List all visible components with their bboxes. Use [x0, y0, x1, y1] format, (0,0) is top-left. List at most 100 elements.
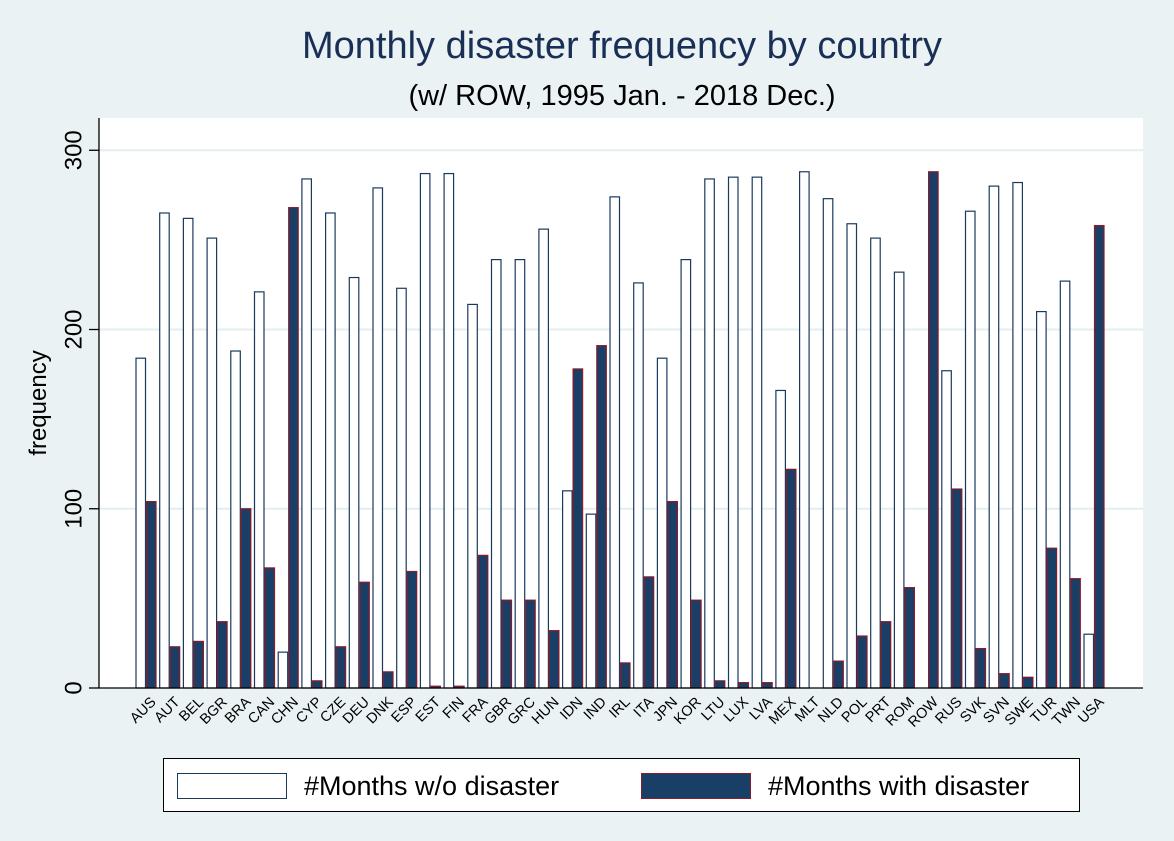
chart-subtitle: (w/ ROW, 1995 Jan. - 2018 Dec.): [408, 80, 836, 112]
bar-without-disaster-chn: [277, 651, 289, 689]
chart-title: Monthly disaster frequency by country: [302, 25, 942, 67]
legend-swatch-without-disaster: [177, 773, 287, 799]
bar-without-disaster-fin: [443, 172, 455, 689]
bar-with-disaster-dnk: [382, 671, 394, 689]
x-tick-label-usa: USA: [1075, 694, 1108, 727]
bar-with-disaster-lux: [738, 682, 750, 689]
bar-without-disaster-bgr: [206, 237, 218, 689]
bar-without-disaster-swe: [1012, 181, 1024, 689]
legend-swatch-with-disaster: [641, 773, 751, 799]
bar-with-disaster-aut: [169, 646, 181, 689]
x-tick-label-ltu: LTU: [698, 694, 728, 724]
bar-with-disaster-svk: [975, 647, 987, 689]
bar-with-disaster-bra: [240, 508, 252, 689]
bar-with-disaster-chn: [288, 207, 299, 689]
bar-without-disaster-lva: [751, 176, 763, 689]
bar-without-disaster-idn: [561, 490, 573, 689]
x-tick-label-ind: IND: [581, 694, 610, 723]
legend: #Months w/o disaster #Months with disast…: [163, 758, 1080, 812]
bar-without-disaster-deu: [348, 276, 360, 689]
bar-with-disaster-jpn: [667, 500, 679, 689]
bar-with-disaster-usa: [1093, 224, 1105, 689]
y-ticks: 0 100 200 300: [60, 130, 99, 695]
bar-with-disaster-svn: [999, 673, 1010, 689]
x-tick-label-est: EST: [413, 694, 444, 725]
bar-without-disaster-can: [253, 291, 265, 689]
bar-without-disaster-tur: [1035, 310, 1047, 689]
bar-with-disaster-rom: [904, 587, 916, 689]
y-tick-label-300: 300: [60, 130, 87, 170]
bar-without-disaster-rom: [893, 271, 905, 689]
bar-with-disaster-bgr: [217, 621, 228, 689]
bar-without-disaster-est: [419, 172, 431, 689]
bar-with-disaster-ltu: [714, 680, 726, 689]
bar-with-disaster-cyp: [311, 680, 323, 689]
legend-label-without-disaster: #Months w/o disaster: [304, 770, 560, 801]
bar-without-disaster-mex: [775, 389, 787, 689]
bar-with-disaster-idn: [572, 368, 584, 689]
bar-with-disaster-lva: [762, 682, 773, 689]
bar-with-disaster-bel: [193, 640, 204, 689]
bar-with-disaster-hun: [548, 630, 560, 689]
bar-without-disaster-fra: [467, 303, 478, 689]
x-tick-label-irl: IRL: [606, 694, 633, 721]
bar-with-disaster-row: [927, 171, 939, 689]
bar-with-disaster-deu: [359, 581, 370, 689]
bar-with-disaster-esp: [406, 570, 418, 689]
bar-without-disaster-svk: [964, 210, 976, 689]
bar-without-disaster-nld: [822, 198, 834, 689]
bar-with-disaster-gbr: [501, 599, 513, 689]
bar-without-disaster-kor: [680, 259, 692, 689]
bar-with-disaster-kor: [690, 599, 702, 689]
bar-without-disaster-rus: [941, 370, 952, 689]
bar-with-disaster-prt: [880, 621, 892, 689]
x-ticks: AUSAUTBELBGRBRACANCHNCYPCZEDEUDNKESPESTF…: [127, 694, 1108, 731]
bar-without-disaster-pol: [846, 223, 858, 689]
bar-with-disaster-fra: [477, 554, 489, 689]
bar-without-disaster-cze: [325, 212, 336, 689]
bar-without-disaster-gbr: [490, 259, 502, 689]
bar-without-disaster-grc: [514, 259, 526, 689]
bar-without-disaster-lux: [727, 176, 739, 689]
bar-without-disaster-bel: [182, 217, 194, 689]
bar-without-disaster-irl: [609, 196, 621, 689]
bar-with-disaster-tur: [1046, 547, 1058, 689]
bar-without-disaster-ltu: [704, 178, 715, 689]
bar-with-disaster-grc: [525, 599, 536, 689]
x-tick-label-idn: IDN: [557, 694, 586, 723]
bar-with-disaster-nld: [833, 660, 844, 689]
bar-without-disaster-hun: [538, 228, 550, 689]
bar-with-disaster-can: [264, 567, 276, 689]
bar-with-disaster-aus: [145, 500, 157, 689]
bar-without-disaster-twn: [1059, 280, 1071, 689]
y-tick-label-0: 0: [60, 681, 87, 694]
bar-without-disaster-dnk: [372, 187, 384, 689]
legend-label-with-disaster: #Months with disaster: [768, 770, 1030, 801]
bar-without-disaster-ind: [585, 513, 597, 689]
bar-with-disaster-ita: [643, 576, 655, 689]
bar-with-disaster-pol: [856, 635, 868, 689]
bars-group: [135, 171, 1105, 689]
bar-with-disaster-ind: [596, 345, 607, 689]
bar-without-disaster-jpn: [656, 357, 668, 689]
y-tick-label-100: 100: [60, 489, 87, 529]
bar-with-disaster-cze: [335, 646, 347, 689]
bar-without-disaster-mlt: [798, 171, 810, 689]
y-axis-label: frequency: [25, 350, 52, 455]
x-tick-label-mlt: MLT: [792, 694, 823, 725]
bar-without-disaster-svn: [988, 185, 1000, 689]
bar-with-disaster-twn: [1070, 578, 1081, 689]
bar-without-disaster-usa: [1083, 633, 1095, 689]
bar-without-disaster-aut: [159, 212, 170, 689]
bar-without-disaster-ita: [633, 282, 644, 689]
bar-without-disaster-prt: [870, 237, 881, 689]
bar-without-disaster-aus: [135, 357, 147, 689]
legend-item-without-disaster: #Months w/o disaster: [177, 770, 560, 801]
legend-item-with-disaster: #Months with disaster: [641, 770, 1030, 801]
bar-with-disaster-irl: [619, 662, 631, 689]
bar-with-disaster-swe: [1022, 676, 1034, 689]
bar-without-disaster-bra: [230, 350, 241, 689]
bar-without-disaster-esp: [396, 287, 407, 689]
bar-with-disaster-rus: [951, 488, 963, 689]
